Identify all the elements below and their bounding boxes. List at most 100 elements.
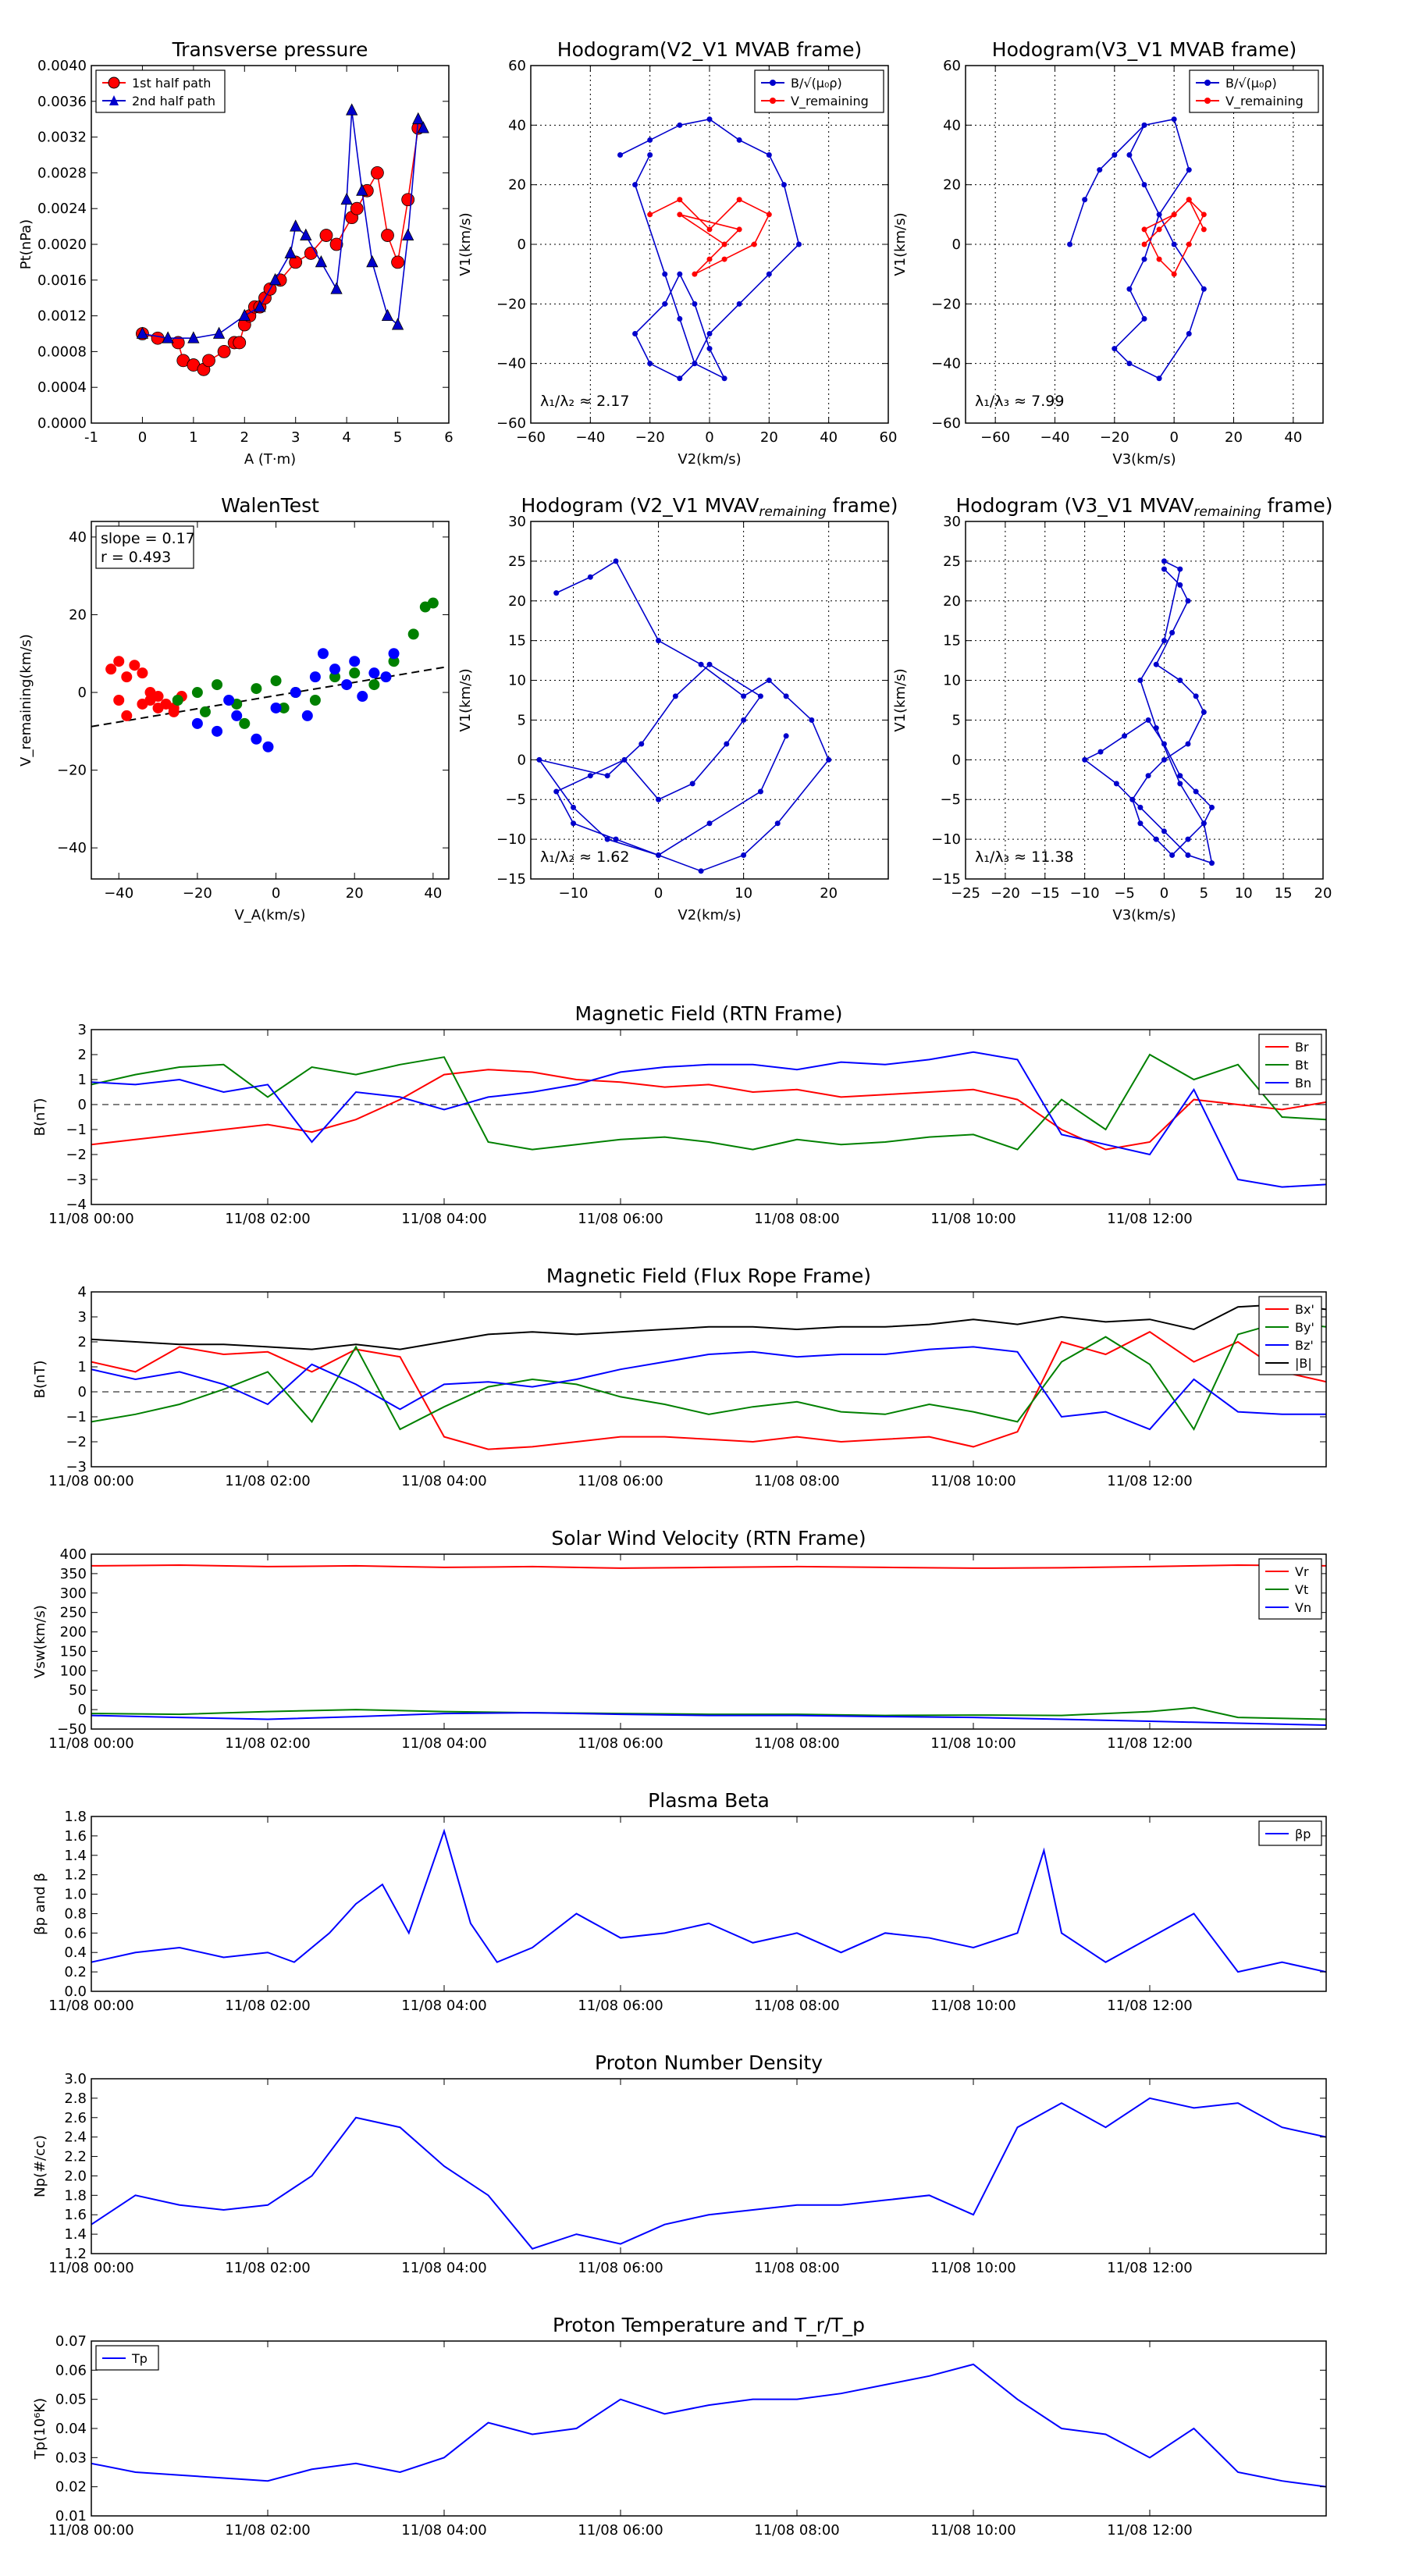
data-point: [346, 103, 358, 116]
data-point: [172, 695, 183, 706]
x-tick-label: −20: [635, 429, 665, 446]
data-point: [137, 698, 148, 710]
legend-label: 1st half path: [132, 76, 211, 91]
data-point: [1193, 693, 1199, 699]
data-point: [284, 246, 297, 258]
data-point: [329, 671, 341, 683]
y-tick-label: 20: [943, 177, 961, 194]
magnetic-field-rtn-chart: 11/08 00:00 11/08 02:00 11/08 04:00 11/08 0…: [32, 1002, 1327, 1227]
data-point: [736, 301, 742, 307]
data-point: [223, 695, 235, 706]
y-axis-label: Np(#/cc): [32, 2135, 48, 2197]
data-point: [1145, 717, 1151, 723]
data-point: [1169, 629, 1176, 635]
data-point: [350, 201, 364, 215]
x-tick-label: 11/08 02:00: [225, 1211, 310, 1227]
data-point: [1097, 167, 1103, 173]
walen-test-chart: −40 −20 0 20 40 −40 −20 0 20 40 WalenTest V_A(km/s)…: [18, 494, 450, 923]
hodogram-v3v1-mvab-series: [1067, 116, 1207, 382]
y-tick-label: 0.0000: [37, 415, 87, 432]
y-tick-label: −5: [505, 792, 526, 808]
y-tick-label: 1.4: [64, 2226, 87, 2243]
axes-frame: [965, 521, 1324, 880]
data-point: [212, 679, 223, 691]
data-point: [706, 226, 713, 233]
x-tick-label: 5: [393, 429, 402, 446]
data-point: [1209, 804, 1215, 810]
x-tick-label: 0: [705, 429, 713, 446]
data-point: [1156, 256, 1162, 262]
data-point: [388, 648, 400, 660]
x-tick-label: 11/08 10:00: [930, 1735, 1016, 1752]
data-point: [427, 597, 439, 609]
data-point: [1153, 725, 1159, 731]
data-point: [647, 212, 653, 218]
series-line: [91, 1706, 1326, 1720]
x-tick-label: 11/08 08:00: [754, 1735, 839, 1752]
data-point: [741, 693, 747, 699]
x-tick-label: 11/08 10:00: [930, 1473, 1016, 1489]
data-point: [1129, 796, 1136, 802]
legend-label: Bx': [1295, 1302, 1314, 1317]
data-point: [1177, 773, 1183, 779]
x-tick-label: 11/08 02:00: [225, 2522, 310, 2539]
data-point: [1145, 773, 1151, 779]
y-tick-label: 150: [60, 1643, 87, 1660]
data-point: [212, 725, 223, 737]
data-point: [162, 331, 174, 343]
chart-title: Transverse pressure: [172, 38, 368, 61]
legend-label: By': [1295, 1320, 1314, 1335]
data-point: [698, 661, 704, 667]
data-point: [632, 331, 638, 336]
data-point: [706, 256, 713, 262]
data-point: [1169, 852, 1176, 858]
data-point: [536, 756, 542, 763]
magnetic-field-flux-rope-chart: 11/08 00:00 11/08 02:00 11/08 04:00 11/08 0…: [32, 1265, 1327, 1489]
x-tick-label: −5: [1114, 885, 1135, 902]
chart-title: WalenTest: [221, 494, 319, 517]
legend-marker: [108, 76, 120, 89]
data-point: [217, 344, 231, 358]
data-point: [571, 820, 577, 827]
data-point: [1185, 598, 1191, 604]
x-tick-label: −25: [951, 885, 980, 902]
x-tick-label: −20: [183, 885, 212, 902]
data-point: [672, 693, 678, 699]
data-point: [121, 710, 133, 721]
data-point: [341, 679, 353, 691]
data-point: [1113, 781, 1119, 787]
y-tick-label: −15: [931, 871, 961, 888]
x-tick-label: -1: [84, 429, 98, 446]
axes-frame: [91, 521, 450, 880]
data-point: [113, 695, 125, 706]
data-point: [251, 733, 262, 745]
y-tick-label: 20: [508, 177, 526, 194]
x-tick-label: 11/08 02:00: [225, 1998, 310, 2014]
x-axis-label: V_A(km/s): [234, 907, 305, 923]
data-point: [706, 116, 713, 123]
proton-temperature-series: [91, 2363, 1326, 2488]
data-point: [381, 229, 394, 242]
data-point: [300, 228, 312, 240]
data-point: [706, 346, 713, 352]
data-point: [349, 656, 361, 667]
data-point: [412, 112, 425, 125]
x-tick-label: 5: [1200, 885, 1208, 902]
hodogram-v3v1-mvab-chart: −60 −40 −20 0 20 40 −60 −40 −20 0 20 40 60 Hodogram(V…: [892, 38, 1324, 468]
legend-label: Vn: [1295, 1600, 1311, 1615]
y-tick-label: 2: [78, 1047, 87, 1063]
series-line: [649, 198, 770, 275]
data-point: [692, 271, 698, 277]
data-point: [187, 331, 200, 343]
legend-label: Vt: [1295, 1582, 1308, 1597]
x-axis-label: V3(km/s): [1112, 451, 1176, 468]
data-point: [1186, 241, 1192, 247]
legend-label: Bt: [1295, 1058, 1308, 1073]
legend: B/√(μ₀ρ) V_remaining: [754, 69, 884, 113]
x-tick-label: −20: [1100, 429, 1129, 446]
x-axis-label: A (T·m): [244, 451, 296, 468]
proton-temperature-chart: 11/08 00:00 11/08 02:00 11/08 04:00 11/08 0…: [32, 2314, 1327, 2539]
x-tick-label: 11/08 12:00: [1107, 1211, 1192, 1227]
data-point: [417, 121, 429, 133]
eigenvalue-ratio-annotation: λ₁/λ₂ ≈ 1.62: [540, 849, 629, 866]
